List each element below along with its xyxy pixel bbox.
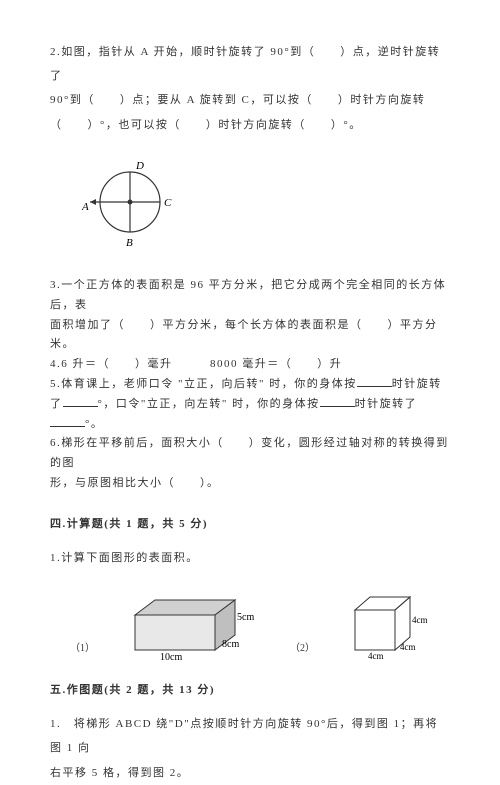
svg-text:5cm: 5cm [237, 612, 254, 623]
cuboid-figure: 5cm 8cm 10cm [130, 585, 260, 660]
s5-q1-line2: 右平移 5 格，得到图 2。 [50, 761, 450, 785]
svg-text:4cm: 4cm [412, 615, 428, 625]
q6-line1: 6.梯形在平移前后，面积大小（ ）变化，圆形经过轴对称的转换得到的图 [50, 434, 450, 474]
q5-line2: 了°，口令"立正，向左转" 时，你的身体按时针旋转了 [50, 395, 450, 415]
q3-line2: 面积增加了（ ）平方分米，每个长方体的表面积是（ ）平方分米。 [50, 316, 450, 356]
label-d: D [135, 160, 144, 172]
q3-line1: 3.一个正方体的表面积是 96 平方分米，把它分成两个完全相同的长方体后，表 [50, 276, 450, 316]
label-c: C [164, 197, 172, 209]
fig2-label: （2） [290, 638, 315, 660]
cube-figure: 4cm 4cm 4cm [350, 585, 435, 660]
q6-line2: 形，与原图相比大小（ ）。 [50, 474, 450, 494]
q4-text: 4.6 升＝（ ）毫升 8000 毫升＝（ ）升 [50, 358, 342, 370]
section-5-q1: 1. 将梯形 ABCD 绕"D"点按顺时针方向旋转 90°后，得到图 1；再将图… [50, 712, 450, 785]
svg-text:8cm: 8cm [222, 639, 239, 650]
section-4-title: 四.计算题(共 1 题，共 5 分) [50, 512, 450, 536]
fig1-label: （1） [70, 638, 95, 660]
q2-line2: 90°到（ ）点；要从 A 旋转到 C，可以按（ ）时针方向旋转 [50, 88, 450, 112]
svg-text:4cm: 4cm [368, 651, 384, 660]
figure-row: （1） 5cm 8cm 10cm （2） 4cm 4cm 4cm [70, 585, 450, 660]
question-2: 2.如图，指针从 A 开始，顺时针旋转了 90°到（ ）点，逆时针旋转了 90°… [50, 40, 450, 137]
question-5: 5.体育课上，老师口令 "立正，向后转" 时，你的身体按时针旋转 了°，口令"立… [50, 375, 450, 434]
label-a: A [81, 201, 89, 213]
s5-q1-line1: 1. 将梯形 ABCD 绕"D"点按顺时针方向旋转 90°后，得到图 1；再将图… [50, 712, 450, 760]
svg-text:4cm: 4cm [400, 642, 416, 652]
q5-blank1 [357, 376, 392, 387]
q5-blank4 [50, 416, 85, 427]
section-4-q1: 1.计算下面图形的表面积。 [50, 546, 450, 570]
label-b: B [126, 237, 133, 249]
question-6: 6.梯形在平移前后，面积大小（ ）变化，圆形经过轴对称的转换得到的图 形，与原图… [50, 434, 450, 493]
svg-text:10cm: 10cm [160, 652, 182, 660]
q2-line1: 2.如图，指针从 A 开始，顺时针旋转了 90°到（ ）点，逆时针旋转了 [50, 40, 450, 88]
section-5-title: 五.作图题(共 2 题，共 13 分) [50, 678, 450, 702]
q2-line3: （ ）°，也可以按（ ）时针方向旋转（ ）°。 [50, 113, 450, 137]
question-4: 4.6 升＝（ ）毫升 8000 毫升＝（ ）升 [50, 355, 450, 375]
question-3: 3.一个正方体的表面积是 96 平方分米，把它分成两个完全相同的长方体后，表 面… [50, 276, 450, 355]
q5-line1: 5.体育课上，老师口令 "立正，向后转" 时，你的身体按时针旋转 [50, 375, 450, 395]
circle-diagram: D A C B [80, 152, 450, 261]
q5-line3: °。 [50, 415, 450, 435]
q5-blank2 [63, 396, 98, 407]
q5-blank3 [320, 396, 355, 407]
